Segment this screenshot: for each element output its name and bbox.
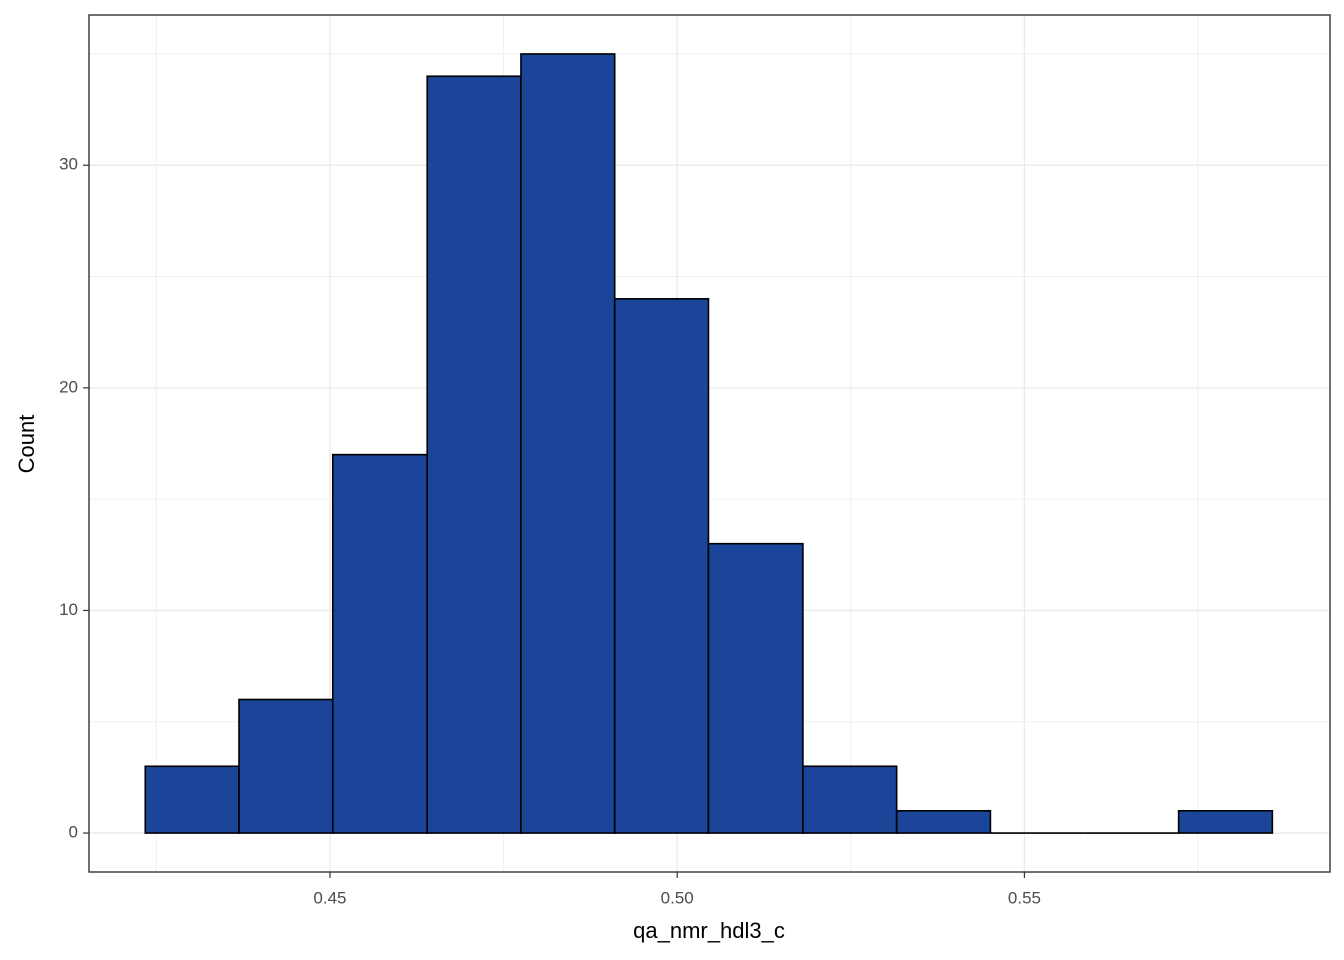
- y-tick-label: 20: [59, 377, 78, 396]
- panel-border: [88, 14, 1331, 873]
- y-tick-label: 30: [59, 155, 78, 174]
- y-axis-title: Count: [14, 415, 39, 474]
- y-tick-label: 10: [59, 600, 78, 619]
- x-tick-label: 0.55: [1008, 888, 1041, 907]
- bar: [520, 53, 616, 834]
- bar: [802, 765, 898, 834]
- bar: [1177, 809, 1274, 834]
- bar: [238, 698, 334, 834]
- bar: [707, 542, 804, 834]
- x-axis-title: qa_nmr_hdl3_c: [633, 918, 785, 943]
- bar: [895, 809, 992, 834]
- bar: [331, 453, 429, 834]
- x-tick-label: 0.50: [661, 888, 694, 907]
- y-tick-label: 0: [69, 823, 78, 842]
- bar: [144, 765, 240, 834]
- x-tick-label: 0.45: [313, 888, 346, 907]
- bar: [426, 75, 522, 834]
- bar: [613, 298, 710, 834]
